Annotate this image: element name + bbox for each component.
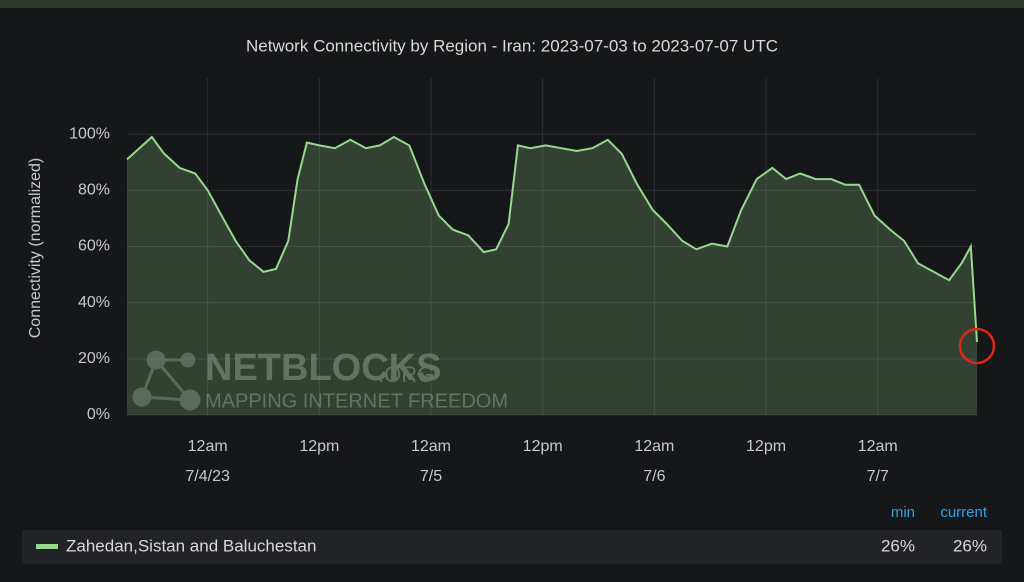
- x-tick-label: 12pm: [746, 438, 786, 455]
- watermark-icon: [132, 350, 201, 411]
- top-strip: [0, 0, 1024, 8]
- x-tick-label: 12am: [858, 438, 898, 455]
- legend-row: [22, 530, 1002, 564]
- x-tick-label: 7/4/23: [185, 468, 230, 485]
- highlight-circle: [958, 327, 996, 365]
- x-tick-label: 12pm: [299, 438, 339, 455]
- y-tick-label: 40%: [78, 294, 110, 311]
- chart-title: Network Connectivity by Region - Iran: 2…: [246, 36, 778, 55]
- legend-stat: 26%: [953, 536, 987, 555]
- watermark-suffix: .ORG: [378, 362, 434, 387]
- x-tick-label: 12am: [634, 438, 674, 455]
- y-axis-label: Connectivity (normalized): [27, 158, 44, 339]
- y-tick-label: 60%: [78, 238, 110, 255]
- x-tick-label: 12am: [411, 438, 451, 455]
- x-tick-label: 12pm: [523, 438, 563, 455]
- legend-stat: 26%: [881, 536, 915, 555]
- area: [127, 137, 977, 415]
- x-tick-label: 12am: [188, 438, 228, 455]
- y-tick-label: 0%: [87, 406, 110, 423]
- x-tick-label: 7/7: [867, 468, 889, 485]
- legend-swatch: [36, 544, 58, 549]
- y-tick-label: 80%: [78, 182, 110, 199]
- watermark: NETBLOCKS .ORG MAPPING INTERNET FREEDOM: [132, 347, 508, 412]
- watermark-tagline: MAPPING INTERNET FREEDOM: [205, 390, 508, 412]
- legend-stat-header: current: [940, 504, 988, 521]
- x-tick-label: 7/6: [643, 468, 665, 485]
- x-tick-label: 7/5: [420, 468, 442, 485]
- grid: [127, 78, 977, 416]
- legend-label: Zahedan,Sistan and Baluchestan: [66, 536, 316, 555]
- watermark-brand: NETBLOCKS: [205, 347, 441, 389]
- y-tick-label: 100%: [69, 125, 110, 142]
- line: [126, 135, 978, 343]
- y-tick-label: 20%: [78, 350, 110, 367]
- legend-stat-header: min: [891, 504, 915, 521]
